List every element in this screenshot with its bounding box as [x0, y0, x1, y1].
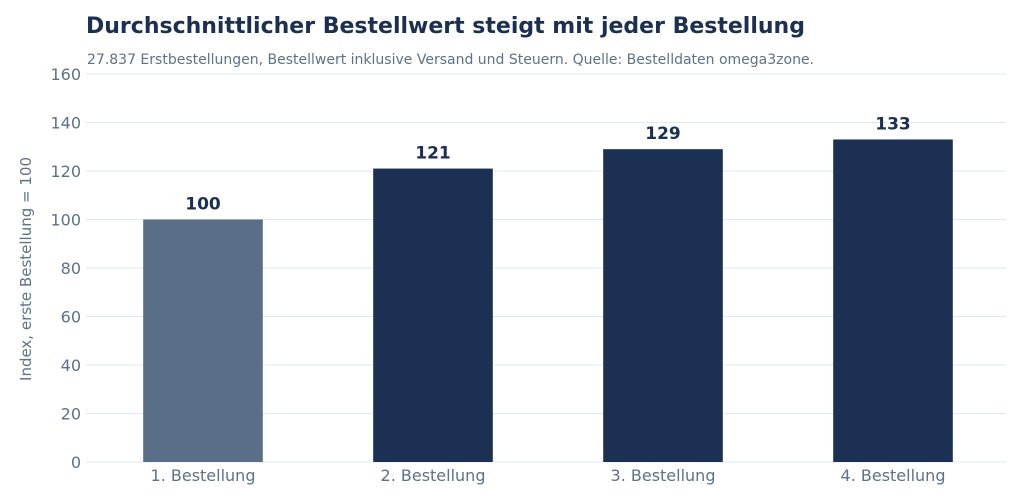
y-tick-label: 100: [50, 211, 81, 230]
chart-subtitle: 27.837 Erstbestellungen, Bestellwert ink…: [87, 52, 815, 68]
bar: [143, 219, 263, 462]
y-tick-label: 120: [50, 162, 81, 181]
data-label: 100: [185, 195, 221, 215]
y-tick-label: 20: [61, 405, 81, 424]
y-tick-label: 40: [61, 356, 81, 375]
bar: [373, 168, 493, 462]
y-axis-label: Index, erste Bestellung = 100: [17, 157, 35, 381]
x-tick-label: 4. Bestellung: [841, 466, 946, 485]
y-tick-label: 60: [61, 308, 81, 327]
y-tick-label: 140: [50, 114, 81, 133]
x-tick-label: 3. Bestellung: [611, 466, 716, 485]
y-tick-label: 80: [61, 259, 81, 278]
y-tick-label: 160: [50, 65, 81, 84]
bar: [603, 149, 723, 463]
x-tick-label: 2. Bestellung: [381, 466, 486, 485]
data-label: 129: [645, 124, 681, 144]
data-label: 121: [415, 144, 451, 164]
chart-title: Durchschnittlicher Bestellwert steigt mi…: [86, 14, 805, 39]
y-tick-label: 0: [71, 453, 81, 472]
x-tick-label: 1. Bestellung: [151, 466, 256, 485]
bar: [833, 139, 953, 462]
data-label: 133: [875, 114, 911, 134]
